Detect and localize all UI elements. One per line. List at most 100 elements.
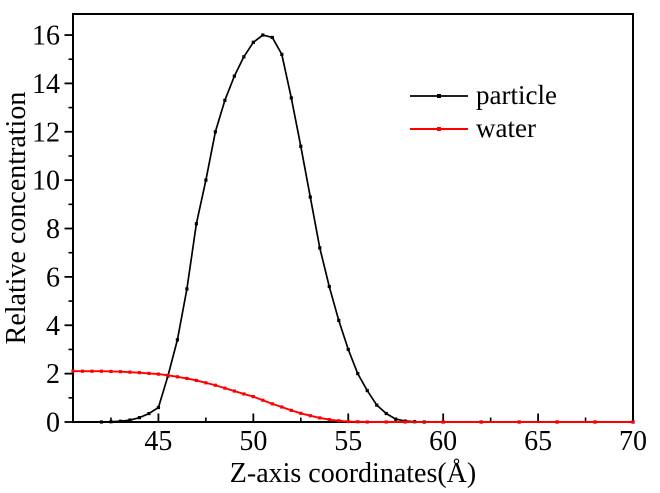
particle-marker — [204, 178, 208, 182]
water-marker — [156, 372, 161, 376]
water-marker — [80, 369, 85, 373]
water-marker — [261, 398, 265, 402]
water-marker — [280, 405, 284, 409]
water-marker — [109, 369, 113, 374]
particle-marker — [137, 416, 142, 420]
particle-marker — [299, 144, 303, 148]
x-axis-ticks: 45 50 55 60 65 70 — [110, 413, 647, 457]
water-marker — [289, 408, 293, 412]
x-tick-label: 60 — [429, 426, 457, 457]
particle-marker — [185, 287, 189, 291]
particle-marker — [289, 96, 293, 100]
water-marker — [242, 392, 246, 396]
water-marker — [166, 373, 170, 377]
water-marker — [175, 375, 180, 379]
particle-marker — [318, 246, 322, 250]
water-marker — [251, 395, 255, 399]
y-tick-label: 4 — [46, 311, 60, 342]
legend: particle water — [409, 80, 557, 144]
water-marker — [118, 370, 123, 374]
particle-marker — [242, 55, 246, 59]
water-marker — [308, 414, 312, 418]
particle-marker — [251, 40, 255, 44]
particle-marker — [99, 420, 104, 424]
water-marker — [71, 369, 75, 373]
particle-marker — [128, 418, 132, 422]
water-marker — [213, 383, 217, 387]
water-marker — [185, 376, 189, 381]
particle-marker — [147, 411, 151, 416]
water-marker — [593, 420, 597, 424]
water-marker — [147, 371, 151, 375]
y-axis-title: Relative concentration — [1, 91, 32, 345]
particle-marker — [337, 318, 341, 323]
particle-marker — [156, 405, 161, 410]
water-marker — [365, 420, 369, 424]
particle-marker — [232, 74, 236, 78]
water-marker — [356, 420, 360, 424]
water-curve — [73, 370, 633, 423]
particle-marker — [384, 411, 388, 416]
particle-marker — [365, 388, 369, 393]
water-marker — [384, 420, 388, 424]
water-marker — [204, 381, 208, 385]
y-tick-label: 6 — [46, 262, 60, 293]
legend-item-water: water — [409, 113, 557, 144]
y-tick-label: 8 — [46, 214, 60, 245]
x-axis-title: Z-axis coordinates(Å) — [229, 458, 477, 489]
particle-marker — [261, 33, 265, 37]
water-marker — [232, 389, 236, 393]
legend-label-particle: particle — [476, 80, 557, 110]
water-marker — [137, 371, 142, 375]
y-tick-label: 2 — [46, 359, 60, 390]
water-marker — [223, 386, 227, 390]
y-tick-label: 14 — [32, 69, 60, 100]
y-tick-label: 10 — [32, 166, 60, 197]
particle-marker — [346, 347, 350, 352]
particle-marker — [109, 420, 113, 424]
water-marker — [441, 420, 445, 424]
particle-marker — [223, 98, 227, 102]
particle-marker — [175, 338, 180, 342]
particle-marker — [270, 35, 274, 40]
particle-marker — [356, 372, 360, 376]
particle-marker — [280, 52, 284, 56]
water-marker — [327, 417, 331, 422]
water-marker — [555, 420, 559, 424]
water-line-swatch-icon — [410, 126, 468, 131]
legend-item-particle: particle — [409, 80, 557, 111]
x-tick-label: 45 — [144, 426, 172, 457]
y-tick-label: 16 — [32, 21, 60, 52]
particle-marker — [194, 222, 198, 226]
water-marker — [517, 420, 521, 424]
water-marker — [403, 420, 407, 424]
water-marker — [479, 420, 483, 424]
particle-marker — [327, 284, 331, 289]
water-marker — [318, 416, 322, 420]
x-tick-label: 70 — [619, 426, 647, 457]
x-tick-label: 65 — [524, 426, 552, 457]
x-tick-label: 50 — [239, 426, 267, 457]
water-series — [71, 369, 635, 424]
water-marker — [270, 402, 274, 406]
particle-marker — [394, 417, 398, 421]
y-tick-label: 0 — [46, 408, 60, 439]
water-marker — [299, 411, 303, 415]
water-marker — [194, 378, 198, 383]
y-tick-label: 12 — [32, 117, 60, 148]
particle-marker — [308, 195, 312, 199]
y-axis-ticks: 0 2 4 6 8 10 12 14 16 — [32, 21, 73, 439]
x-tick-label: 55 — [334, 426, 362, 457]
water-marker — [90, 369, 94, 373]
water-marker — [346, 419, 350, 424]
water-marker — [128, 370, 132, 374]
water-marker — [631, 420, 635, 424]
particle-marker — [213, 130, 217, 134]
particle-marker — [375, 403, 379, 407]
water-marker — [337, 419, 341, 423]
legend-label-water: water — [476, 113, 536, 143]
particle-marker — [118, 419, 123, 423]
particle-line-swatch-icon — [410, 93, 468, 98]
